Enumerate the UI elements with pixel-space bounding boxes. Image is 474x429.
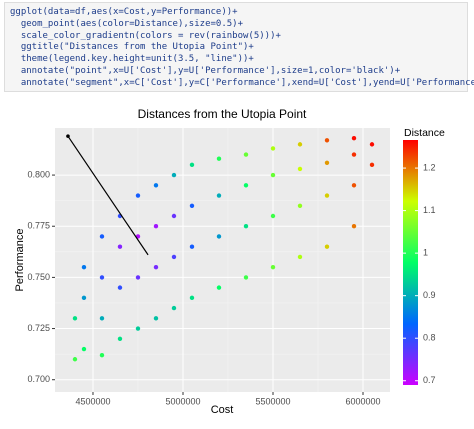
segment bbox=[67, 135, 149, 256]
point bbox=[270, 264, 276, 270]
y-axis-label: Performance bbox=[14, 229, 26, 292]
point bbox=[99, 316, 105, 321]
x-tick-label: 5500000 bbox=[255, 396, 290, 406]
point bbox=[72, 316, 78, 321]
x-tick-label: 6000000 bbox=[345, 396, 380, 406]
code-block: ggplot(data=df,aes(x=Cost,y=Performance)… bbox=[4, 2, 474, 92]
point bbox=[117, 336, 123, 341]
x-tick-label: 4500000 bbox=[75, 396, 110, 406]
y-tick-label: 0.800 bbox=[27, 169, 50, 179]
code-line: geom_point(aes(color=Distance),size=0.5)… bbox=[10, 18, 243, 29]
point bbox=[297, 166, 303, 172]
point bbox=[324, 244, 330, 249]
point bbox=[324, 138, 330, 143]
point bbox=[81, 264, 87, 270]
point bbox=[153, 224, 159, 229]
colorbar-label: 1.2 bbox=[423, 162, 436, 172]
code-line: annotate("point",x=U['Cost'],y=U['Perfor… bbox=[10, 65, 401, 76]
code-line: ggplot(data=df,aes(x=Cost,y=Performance)… bbox=[10, 7, 238, 17]
colorbar-label: 0.9 bbox=[423, 290, 436, 300]
point bbox=[351, 183, 357, 188]
colorbar-label: 0.8 bbox=[423, 333, 436, 343]
point bbox=[369, 162, 375, 168]
point bbox=[81, 295, 87, 301]
point bbox=[243, 152, 249, 157]
point bbox=[324, 160, 330, 165]
point bbox=[351, 224, 357, 229]
point bbox=[72, 357, 78, 362]
chart: Distances from the Utopia Point Cost Per… bbox=[14, 107, 445, 416]
point bbox=[216, 234, 222, 239]
colorbar-label: 1 bbox=[423, 248, 428, 258]
plot-panel bbox=[55, 128, 390, 392]
x-tick-label: 5000000 bbox=[165, 396, 200, 406]
point bbox=[171, 305, 177, 311]
point bbox=[351, 136, 357, 141]
code-line: theme(legend.key.height=unit(3.5, "line"… bbox=[10, 54, 254, 65]
point bbox=[135, 275, 141, 280]
point bbox=[324, 193, 330, 198]
point bbox=[243, 275, 249, 280]
point bbox=[243, 224, 249, 229]
colorbar-label: 1.1 bbox=[423, 205, 436, 215]
legend-title: Distance bbox=[404, 127, 445, 139]
point bbox=[153, 264, 159, 270]
point bbox=[171, 172, 177, 178]
point bbox=[297, 142, 303, 147]
point bbox=[369, 142, 375, 147]
y-tick-label: 0.775 bbox=[27, 221, 50, 231]
colorbar-label: 0.7 bbox=[423, 375, 436, 385]
code-line: scale_color_gradientn(colors = rev(rainb… bbox=[10, 30, 281, 41]
point bbox=[135, 326, 141, 331]
point bbox=[99, 275, 105, 280]
point bbox=[216, 285, 222, 290]
y-tick-label: 0.700 bbox=[27, 374, 50, 384]
point bbox=[216, 193, 222, 198]
code-line: annotate("segment",x=C['Cost'],y=C['Perf… bbox=[10, 77, 474, 88]
point bbox=[99, 234, 105, 239]
point bbox=[189, 203, 195, 208]
point bbox=[189, 162, 195, 168]
point bbox=[153, 316, 159, 321]
point bbox=[297, 203, 303, 208]
point bbox=[270, 172, 276, 178]
code-line: ggtitle("Distances from the Utopia Point… bbox=[10, 42, 254, 53]
point bbox=[216, 156, 222, 161]
point bbox=[189, 295, 195, 301]
point bbox=[189, 244, 195, 249]
point bbox=[351, 152, 357, 157]
point bbox=[270, 213, 276, 219]
point bbox=[270, 146, 276, 151]
utopia-point bbox=[66, 134, 70, 138]
point bbox=[171, 213, 177, 219]
colorbar bbox=[403, 140, 418, 385]
point bbox=[117, 244, 123, 249]
point bbox=[117, 285, 123, 290]
point bbox=[153, 183, 159, 188]
chart-title: Distances from the Utopia Point bbox=[138, 107, 307, 121]
y-tick-label: 0.750 bbox=[27, 272, 50, 282]
point bbox=[135, 193, 141, 198]
point bbox=[99, 352, 105, 358]
point bbox=[81, 346, 87, 352]
y-tick-label: 0.725 bbox=[27, 323, 50, 333]
point bbox=[243, 183, 249, 188]
point bbox=[297, 254, 303, 260]
point bbox=[171, 254, 177, 260]
x-axis-label: Cost bbox=[211, 404, 234, 416]
